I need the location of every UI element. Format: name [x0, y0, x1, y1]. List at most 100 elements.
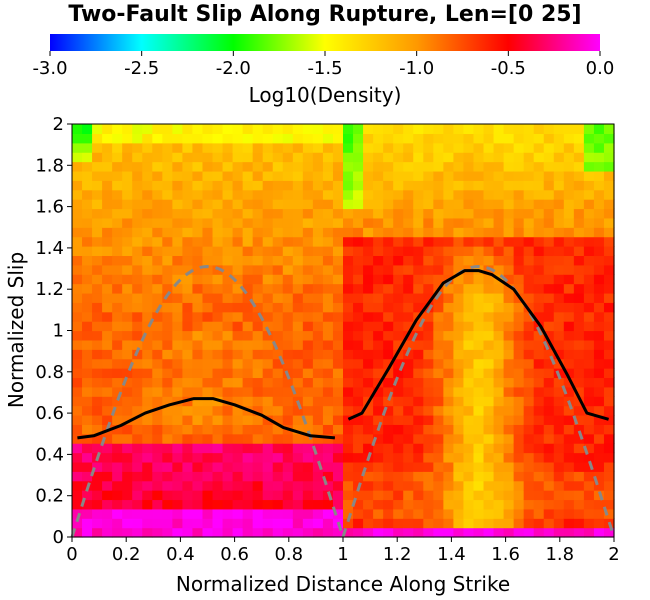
heatmap-cell — [122, 255, 133, 266]
heatmap-cell — [122, 518, 133, 529]
heatmap-cell — [563, 142, 575, 153]
heatmap-cell — [403, 499, 414, 510]
heatmap-cell — [72, 349, 83, 360]
heatmap-cell — [252, 180, 264, 191]
heatmap-cell — [343, 443, 354, 454]
heatmap-cell — [563, 321, 575, 332]
heatmap-cell — [543, 124, 555, 134]
heatmap-cell — [132, 152, 143, 163]
heatmap-cell — [433, 180, 444, 191]
heatmap-cell — [343, 227, 354, 238]
heatmap-cell — [72, 217, 83, 228]
heatmap-cell — [292, 499, 304, 510]
heatmap-cell — [473, 424, 485, 435]
heatmap-cell — [292, 490, 304, 501]
x-tick-label: 1.4 — [437, 544, 466, 565]
heatmap-cell — [282, 527, 294, 538]
heatmap-cell — [383, 274, 394, 285]
heatmap-cell — [142, 236, 153, 247]
heatmap-cell — [403, 386, 414, 397]
heatmap-cell — [473, 311, 485, 322]
heatmap-cell — [292, 386, 304, 397]
y-axis-label: Normalized Slip — [4, 252, 28, 408]
heatmap-cell — [132, 499, 143, 510]
heatmap-cell — [433, 414, 444, 425]
x-tick-label: 2 — [608, 544, 619, 565]
heatmap-cell — [523, 499, 535, 510]
heatmap-cell — [553, 208, 565, 219]
heatmap-cell — [543, 274, 555, 285]
heatmap-cell — [433, 208, 444, 219]
heatmap-cell — [373, 518, 384, 529]
heatmap-cell — [212, 508, 224, 519]
heatmap-cell — [252, 199, 264, 210]
heatmap-cell — [343, 199, 354, 210]
heatmap-cell — [593, 499, 605, 510]
heatmap-cell — [92, 396, 103, 407]
heatmap-cell — [513, 433, 525, 444]
heatmap-cell — [433, 386, 444, 397]
heatmap-cell — [483, 452, 495, 463]
heatmap-cell — [232, 236, 244, 247]
heatmap-cell — [142, 161, 153, 172]
heatmap-cell — [282, 133, 294, 144]
heatmap-cell — [373, 217, 384, 228]
heatmap-cell — [413, 152, 424, 163]
heatmap-cell — [433, 358, 444, 369]
heatmap-cell — [503, 236, 515, 247]
heatmap-cell — [493, 461, 505, 472]
heatmap-cell — [523, 518, 535, 529]
heatmap-cell — [423, 142, 434, 153]
heatmap-cell — [92, 424, 103, 435]
heatmap-cell — [423, 368, 434, 379]
heatmap-cell — [453, 274, 465, 285]
heatmap-cell — [593, 461, 605, 472]
heatmap-cell — [383, 377, 394, 388]
heatmap-cell — [503, 227, 515, 238]
heatmap-cell — [353, 452, 364, 463]
heatmap-cell — [102, 217, 113, 228]
heatmap-cell — [112, 508, 123, 519]
heatmap-cell — [493, 480, 505, 491]
heatmap-cell — [483, 443, 495, 454]
heatmap-cell — [513, 217, 525, 228]
heatmap-cell — [433, 161, 444, 172]
heatmap-cell — [453, 499, 465, 510]
heatmap-cell — [242, 255, 254, 266]
heatmap-cell — [112, 217, 123, 228]
heatmap-cell — [463, 142, 475, 153]
heatmap-cell — [302, 302, 314, 313]
heatmap-cell — [132, 396, 143, 407]
heatmap-cell — [82, 302, 93, 313]
heatmap-cell — [172, 452, 184, 463]
heatmap-cell — [182, 518, 194, 529]
heatmap-cell — [192, 499, 204, 510]
heatmap-cell — [573, 208, 585, 219]
heatmap-cell — [573, 527, 585, 538]
heatmap-cell — [202, 452, 214, 463]
heatmap-cell — [473, 217, 485, 228]
heatmap-cell — [603, 358, 615, 369]
heatmap-cell — [122, 292, 133, 303]
heatmap-cell — [322, 246, 334, 257]
heatmap-cell — [252, 274, 264, 285]
colorbar — [50, 34, 600, 51]
heatmap-cell — [232, 264, 244, 275]
heatmap-cell — [583, 518, 595, 529]
heatmap-cell — [292, 170, 304, 181]
heatmap-cell — [142, 386, 153, 397]
heatmap-cell — [72, 433, 83, 444]
heatmap-cell — [533, 152, 545, 163]
heatmap-cell — [583, 274, 595, 285]
heatmap-cell — [72, 358, 83, 369]
heatmap-cell — [443, 311, 455, 322]
heatmap-cell — [443, 386, 455, 397]
heatmap-cell — [543, 311, 555, 322]
heatmap-cell — [132, 264, 143, 275]
heatmap-cell — [162, 124, 173, 134]
heatmap-cell — [473, 246, 485, 257]
heatmap-cell — [92, 170, 103, 181]
heatmap-cell — [503, 527, 515, 538]
heatmap-cell — [383, 368, 394, 379]
heatmap-cell — [563, 274, 575, 285]
